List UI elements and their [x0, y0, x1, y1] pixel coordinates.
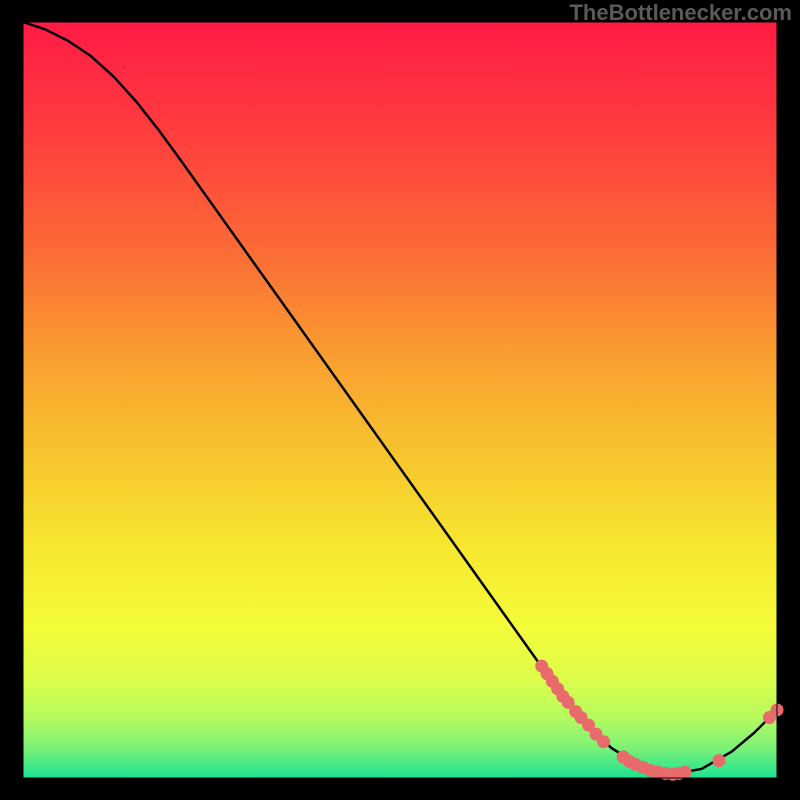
chart-container: TheBottlenecker.com: [0, 0, 800, 800]
watermark-text: TheBottlenecker.com: [569, 0, 792, 26]
data-marker: [713, 755, 725, 767]
plot-background: [23, 22, 777, 778]
chart-svg: [0, 0, 800, 800]
data-marker: [598, 736, 610, 748]
data-marker: [679, 766, 691, 778]
